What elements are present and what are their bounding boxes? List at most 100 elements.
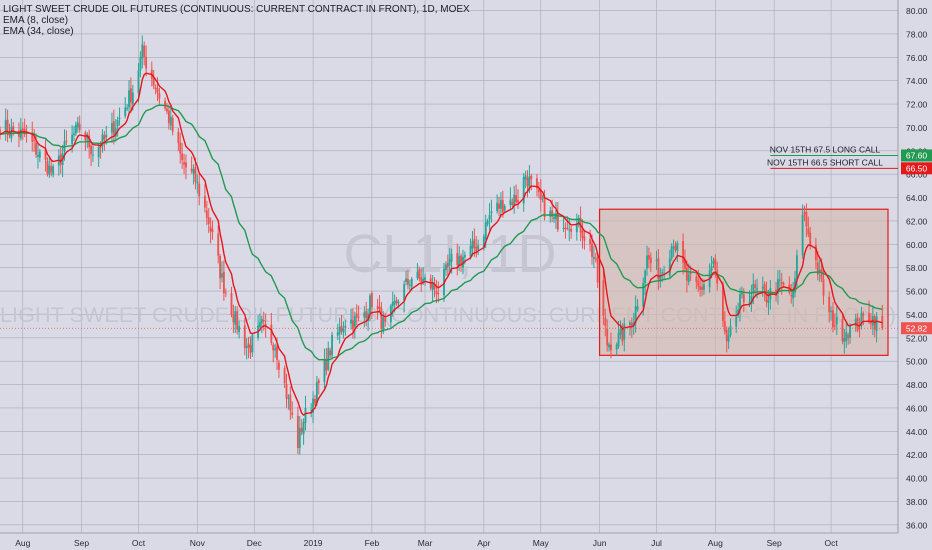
candle-body xyxy=(192,169,195,174)
candle-body xyxy=(317,380,320,384)
candle-body xyxy=(302,421,305,435)
chart-header: LIGHT SWEET CRUDE OIL FUTURES (CONTINUOU… xyxy=(3,4,470,37)
candle-body xyxy=(418,269,421,279)
candle-body xyxy=(363,312,366,318)
long-call-price-tag xyxy=(901,149,932,162)
candle-body xyxy=(101,134,104,147)
candle-body xyxy=(537,189,540,193)
candle-body xyxy=(196,181,199,184)
candle-body xyxy=(528,176,531,189)
candle-body xyxy=(646,255,648,269)
candle-body xyxy=(118,117,121,120)
candle-body xyxy=(484,222,487,240)
candle-body xyxy=(232,314,235,323)
candle-body xyxy=(803,212,806,215)
candle-body xyxy=(179,142,182,154)
candle-body xyxy=(710,266,713,271)
candle-body xyxy=(849,325,851,338)
candle-body xyxy=(739,294,741,310)
candle-body xyxy=(629,322,631,326)
x-tick-label: Aug xyxy=(708,538,723,548)
y-tick-label: 46.00 xyxy=(906,403,928,413)
candle-body xyxy=(116,119,119,127)
y-tick-label: 78.00 xyxy=(906,29,928,39)
candle-body xyxy=(331,334,333,356)
candle-body xyxy=(634,306,637,324)
candle-body xyxy=(725,329,728,342)
x-tick-label: Apr xyxy=(477,538,490,548)
y-tick-label: 36.00 xyxy=(906,520,928,530)
candle-body xyxy=(721,284,724,322)
candle-body xyxy=(74,124,77,134)
candle-body xyxy=(740,292,743,295)
candle-body xyxy=(76,122,79,128)
candle-body xyxy=(325,358,328,371)
candle-body xyxy=(685,267,688,281)
x-tick-label: Dec xyxy=(247,538,263,548)
candle-body xyxy=(259,322,261,328)
candle-body xyxy=(365,311,368,319)
candle-body xyxy=(139,57,142,71)
candle-body xyxy=(126,107,129,110)
candle-body xyxy=(577,217,580,225)
candle-body xyxy=(143,45,146,58)
long-call-label: NOV 15TH 67.5 LONG CALL xyxy=(770,144,881,154)
candle-body xyxy=(10,126,13,139)
candle-body xyxy=(424,277,426,281)
candle-body xyxy=(482,236,485,249)
candle-body xyxy=(44,148,47,160)
y-tick-label: 70.00 xyxy=(906,123,928,133)
candle-body xyxy=(524,175,527,180)
candle-body xyxy=(496,202,499,212)
candle-body xyxy=(604,317,607,326)
candle-body xyxy=(249,344,252,353)
candle-body xyxy=(247,343,250,348)
candle-body xyxy=(462,256,464,268)
indicator-ema-8[interactable]: EMA (8, close) xyxy=(3,15,69,26)
candle-body xyxy=(90,145,93,154)
candle-body xyxy=(566,227,569,229)
candle-body xyxy=(619,328,622,335)
candle-body xyxy=(395,300,398,303)
candle-body xyxy=(205,210,208,218)
candle-body xyxy=(92,154,94,156)
candle-body xyxy=(833,325,836,327)
candle-body xyxy=(38,151,41,158)
candle-body xyxy=(211,229,214,233)
candle-body xyxy=(486,220,489,225)
range-box xyxy=(598,208,889,356)
candle-body xyxy=(99,145,102,148)
candle-body xyxy=(251,334,254,353)
candle-body xyxy=(433,284,436,289)
candle-body xyxy=(410,278,413,287)
candle-body xyxy=(171,117,174,132)
candle-body xyxy=(553,216,555,219)
candle-body xyxy=(393,300,396,305)
candle-body xyxy=(488,215,491,220)
candle-body xyxy=(129,88,132,103)
candle-body xyxy=(778,279,781,281)
candle-body xyxy=(498,203,500,209)
candle-body xyxy=(551,210,554,217)
candle-body xyxy=(357,316,360,318)
y-tick-label: 48.00 xyxy=(906,380,928,390)
candle-body xyxy=(382,317,385,332)
indicator-ema-34[interactable]: EMA (34, close) xyxy=(3,26,74,37)
candle-body xyxy=(183,162,185,165)
candle-body xyxy=(809,232,812,246)
candle-body xyxy=(712,260,715,264)
candle-body xyxy=(858,327,861,329)
candle-body xyxy=(756,288,759,290)
candle-body xyxy=(805,211,808,227)
candle-body xyxy=(407,278,409,285)
candle-body xyxy=(541,197,544,199)
candle-body xyxy=(843,338,846,343)
candle-body xyxy=(304,408,307,423)
short-call-price-label: 66.50 xyxy=(906,164,928,174)
candle-body xyxy=(376,306,379,309)
candle-body xyxy=(750,295,753,304)
candle-body xyxy=(131,92,134,105)
y-tick-label: 44.00 xyxy=(906,427,928,437)
candle-body xyxy=(194,166,197,182)
candle-body xyxy=(224,292,227,294)
